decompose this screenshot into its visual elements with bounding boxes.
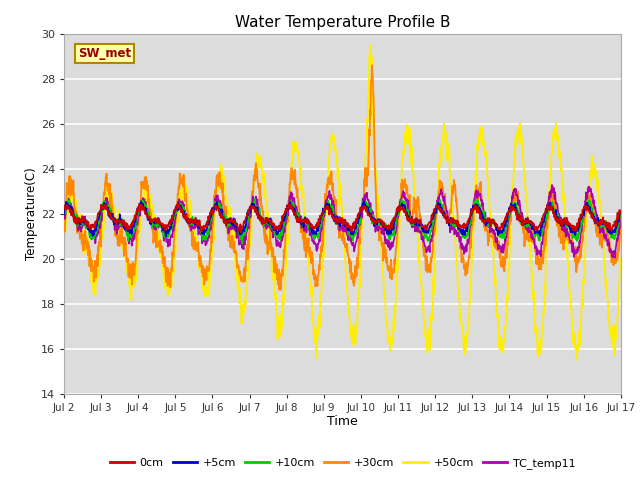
X-axis label: Time: Time xyxy=(327,415,358,429)
Text: SW_met: SW_met xyxy=(78,47,131,60)
Title: Water Temperature Profile B: Water Temperature Profile B xyxy=(235,15,450,30)
Y-axis label: Temperature(C): Temperature(C) xyxy=(25,167,38,260)
Legend: 0cm, +5cm, +10cm, +30cm, +50cm, TC_temp11: 0cm, +5cm, +10cm, +30cm, +50cm, TC_temp1… xyxy=(105,453,580,473)
